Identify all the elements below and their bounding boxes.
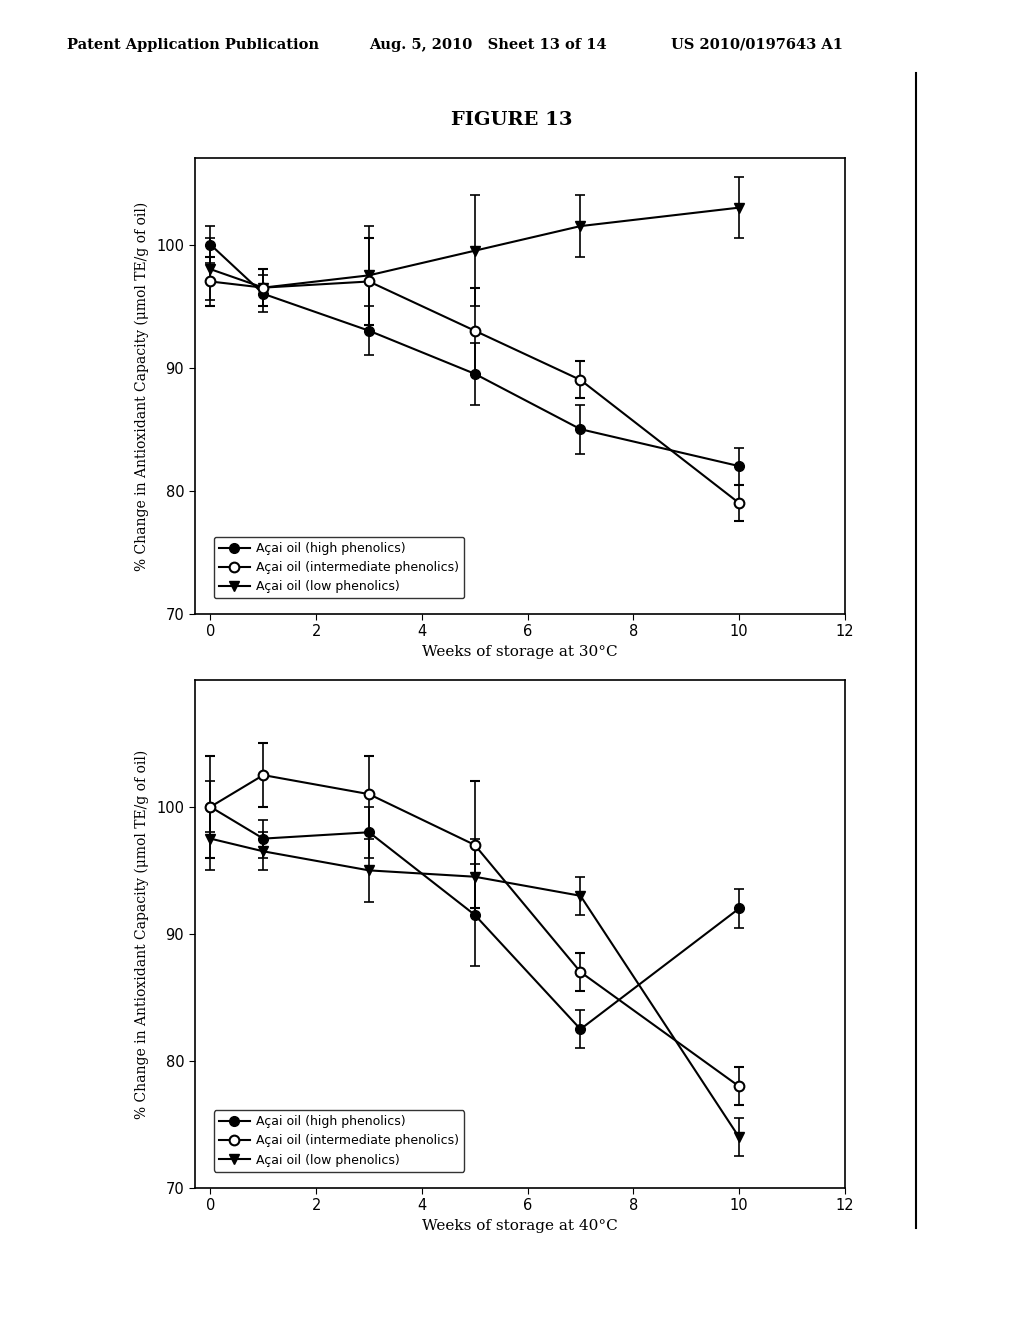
- X-axis label: Weeks of storage at 30°C: Weeks of storage at 30°C: [422, 644, 617, 659]
- Y-axis label: % Change in Antioxidant Capacity (μmol TE/g of oil): % Change in Antioxidant Capacity (μmol T…: [135, 750, 150, 1118]
- Text: Aug. 5, 2010   Sheet 13 of 14: Aug. 5, 2010 Sheet 13 of 14: [369, 38, 606, 51]
- Legend: Açai oil (high phenolics), Açai oil (intermediate phenolics), Açai oil (low phen: Açai oil (high phenolics), Açai oil (int…: [214, 537, 464, 598]
- Y-axis label: % Change in Antioxidant Capacity (μmol TE/g of oil): % Change in Antioxidant Capacity (μmol T…: [135, 202, 150, 570]
- X-axis label: Weeks of storage at 40°C: Weeks of storage at 40°C: [422, 1218, 617, 1233]
- Text: US 2010/0197643 A1: US 2010/0197643 A1: [671, 38, 843, 51]
- Text: Patent Application Publication: Patent Application Publication: [67, 38, 318, 51]
- Text: FIGURE 13: FIGURE 13: [452, 111, 572, 129]
- Legend: Açai oil (high phenolics), Açai oil (intermediate phenolics), Açai oil (low phen: Açai oil (high phenolics), Açai oil (int…: [214, 1110, 464, 1172]
